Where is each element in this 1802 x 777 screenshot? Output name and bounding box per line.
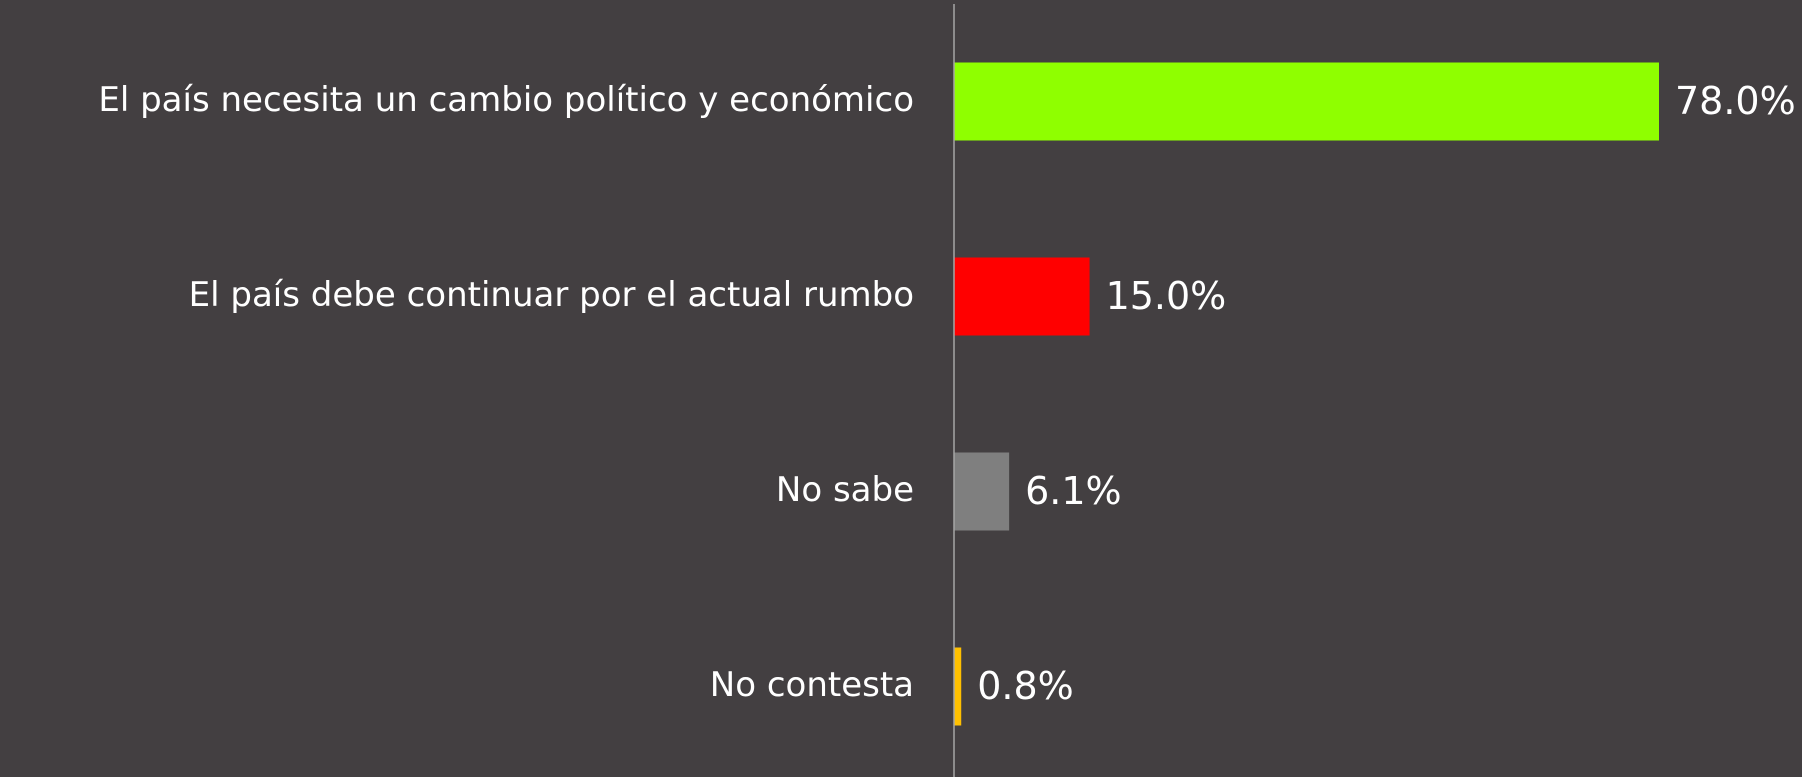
- bar: [954, 257, 1090, 336]
- category-labels-group: El país necesita un cambio político y ec…: [98, 80, 914, 705]
- data-label: 0.8%: [977, 664, 1074, 708]
- category-label: El país debe continuar por el actual rum…: [189, 275, 914, 315]
- bar: [954, 62, 1659, 141]
- category-label: El país necesita un cambio político y ec…: [98, 80, 914, 120]
- data-label: 78.0%: [1675, 79, 1796, 123]
- value-labels-group: 78.0% 15.0% 6.1% 0.8%: [977, 79, 1795, 708]
- bar: [954, 452, 1010, 531]
- category-label: No sabe: [776, 470, 914, 510]
- data-label: 15.0%: [1106, 274, 1227, 318]
- bars-group: [954, 62, 1659, 726]
- category-label: No contesta: [710, 665, 914, 705]
- data-label: 6.1%: [1025, 469, 1122, 513]
- bar: [954, 647, 962, 726]
